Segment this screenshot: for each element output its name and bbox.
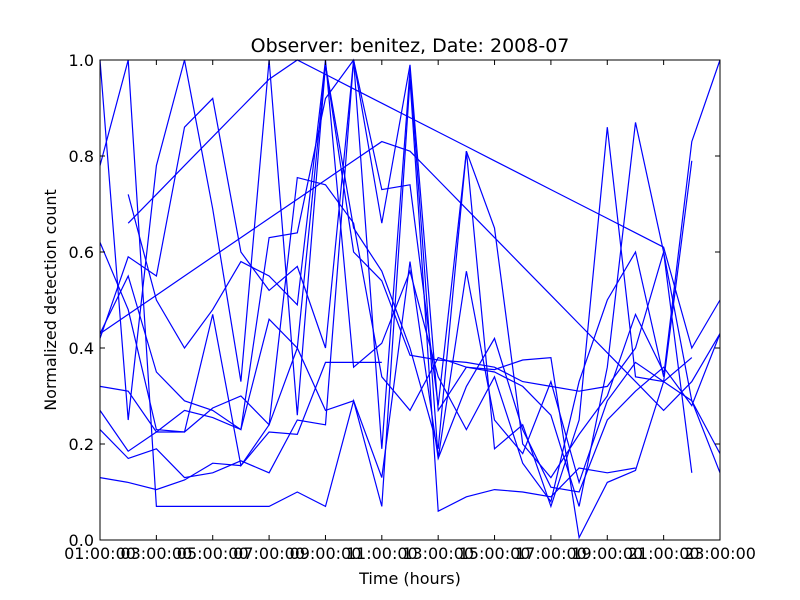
x-tick-label-11: 21:00:00 xyxy=(628,544,700,563)
x-tick-label-3: 05:00:00 xyxy=(177,544,249,563)
x-tick-label-4: 07:00:00 xyxy=(233,544,305,563)
x-tick-label-7: 13:00:00 xyxy=(402,544,474,563)
x-tick-label-8: 15:00:00 xyxy=(459,544,531,563)
plot-frame xyxy=(99,59,721,541)
series-line-11 xyxy=(127,59,721,350)
chart-title: Observer: benitez, Date: 2008-07 xyxy=(251,35,570,57)
x-tick-label-9: 17:00:00 xyxy=(515,544,587,563)
y-tick-label-3: 0.4 xyxy=(69,339,94,358)
series-line-9 xyxy=(99,59,721,485)
series-line-5 xyxy=(99,58,693,507)
series-line-12 xyxy=(99,140,721,412)
x-tick-label-12: 23:00:00 xyxy=(684,544,756,563)
series-line-2 xyxy=(99,261,721,493)
x-tick-label-10: 19:00:00 xyxy=(571,544,643,563)
y-tick-label-2: 0.2 xyxy=(69,435,94,454)
y-tick-label-1: 0.0 xyxy=(69,531,94,550)
series-line-7 xyxy=(99,59,693,509)
y-axis: 0.0 0.2 0.4 0.6 0.8 1.0 xyxy=(69,51,720,550)
series-line-3 xyxy=(99,64,721,454)
x-tick-label-2: 03:00:00 xyxy=(120,544,192,563)
y-tick-label-5: 0.8 xyxy=(69,147,94,166)
series-line-10 xyxy=(127,59,721,504)
y-tick-label-4: 0.6 xyxy=(69,243,94,262)
y-axis-title: Normalized detection count xyxy=(41,189,60,411)
x-tick-label-6: 11:00:00 xyxy=(346,544,418,563)
x-tick-label-5: 09:00:00 xyxy=(290,544,362,563)
y-tick-label-6: 1.0 xyxy=(69,51,94,70)
x-axis-title: Time (hours) xyxy=(358,569,461,588)
series-line-4 xyxy=(99,176,693,540)
series-layer xyxy=(99,58,721,540)
x-axis: 01:00:0003:00:0005:00:0007:00:0009:00:00… xyxy=(64,60,756,563)
x-tick-label-1: 01:00:00 xyxy=(64,544,136,563)
